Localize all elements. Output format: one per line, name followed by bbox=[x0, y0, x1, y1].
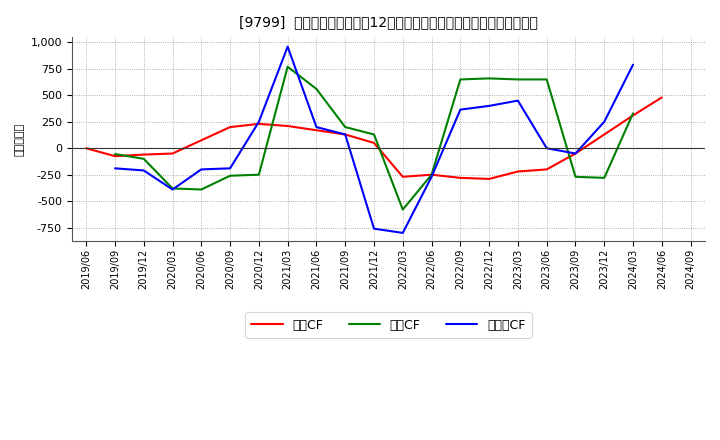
Legend: 営業CF, 投資CF, フリーCF: 営業CF, 投資CF, フリーCF bbox=[246, 312, 531, 338]
フリーCF bbox=[456, 107, 464, 112]
営業CF bbox=[398, 174, 407, 180]
投資CF bbox=[369, 132, 378, 137]
フリーCF bbox=[140, 168, 148, 173]
Y-axis label: （百万円）: （百万円） bbox=[15, 122, 25, 155]
フリーCF bbox=[485, 103, 493, 109]
投資CF bbox=[255, 172, 264, 177]
営業CF bbox=[168, 151, 177, 156]
フリーCF bbox=[369, 226, 378, 231]
営業CF bbox=[197, 138, 206, 143]
投資CF bbox=[284, 64, 292, 70]
フリーCF bbox=[629, 62, 637, 67]
フリーCF bbox=[427, 174, 436, 180]
フリーCF bbox=[513, 98, 522, 103]
営業CF bbox=[226, 125, 235, 130]
営業CF bbox=[657, 95, 666, 100]
投資CF bbox=[341, 125, 349, 130]
投資CF bbox=[312, 86, 320, 92]
投資CF bbox=[398, 207, 407, 212]
営業CF bbox=[284, 123, 292, 128]
営業CF bbox=[111, 154, 120, 159]
Title: [9799]  キャッシュフローの12か月移動合計の対前年同期増減額の推移: [9799] キャッシュフローの12か月移動合計の対前年同期増減額の推移 bbox=[239, 15, 538, 29]
営業CF bbox=[542, 167, 551, 172]
フリーCF bbox=[168, 187, 177, 192]
フリーCF bbox=[284, 44, 292, 49]
営業CF bbox=[600, 132, 608, 137]
投資CF bbox=[168, 186, 177, 191]
営業CF bbox=[140, 152, 148, 157]
営業CF bbox=[629, 113, 637, 118]
フリーCF bbox=[197, 167, 206, 172]
投資CF bbox=[197, 187, 206, 192]
営業CF bbox=[369, 140, 378, 146]
営業CF bbox=[255, 121, 264, 127]
Line: 投資CF: 投資CF bbox=[115, 67, 633, 209]
投資CF bbox=[226, 173, 235, 178]
営業CF bbox=[312, 128, 320, 133]
投資CF bbox=[513, 77, 522, 82]
フリーCF bbox=[341, 132, 349, 137]
Line: 営業CF: 営業CF bbox=[86, 97, 662, 179]
フリーCF bbox=[600, 119, 608, 125]
フリーCF bbox=[226, 166, 235, 171]
投資CF bbox=[456, 77, 464, 82]
投資CF bbox=[542, 77, 551, 82]
投資CF bbox=[485, 76, 493, 81]
投資CF bbox=[600, 175, 608, 180]
投資CF bbox=[111, 151, 120, 157]
フリーCF bbox=[111, 166, 120, 171]
フリーCF bbox=[255, 119, 264, 125]
営業CF bbox=[485, 176, 493, 182]
フリーCF bbox=[398, 230, 407, 235]
投資CF bbox=[629, 111, 637, 116]
営業CF bbox=[513, 169, 522, 174]
営業CF bbox=[571, 151, 580, 156]
投資CF bbox=[427, 172, 436, 177]
フリーCF bbox=[542, 146, 551, 151]
営業CF bbox=[427, 172, 436, 177]
営業CF bbox=[82, 146, 91, 151]
Line: フリーCF: フリーCF bbox=[115, 47, 633, 233]
フリーCF bbox=[312, 125, 320, 130]
投資CF bbox=[140, 156, 148, 161]
投資CF bbox=[571, 174, 580, 180]
営業CF bbox=[341, 132, 349, 137]
営業CF bbox=[456, 175, 464, 180]
フリーCF bbox=[571, 151, 580, 156]
